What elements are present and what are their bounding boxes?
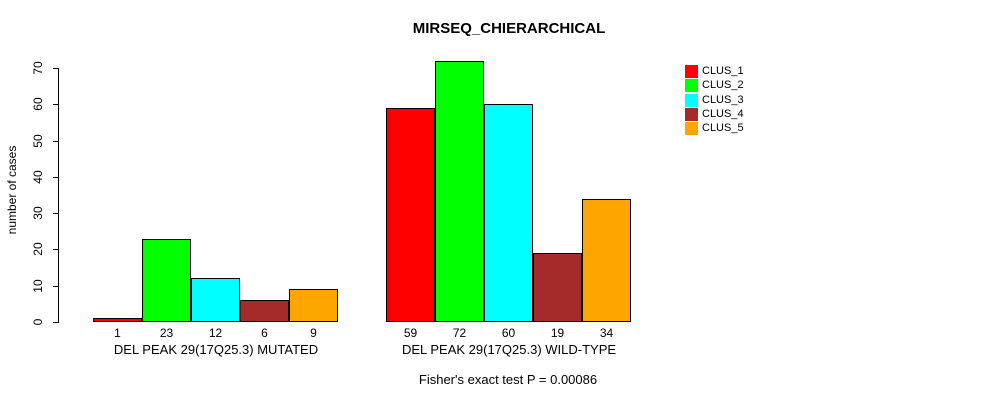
y-axis-tick <box>53 322 59 323</box>
legend-swatch-clus_1 <box>685 65 698 78</box>
y-tick-label: 20 <box>31 242 45 256</box>
bar-clus_3-group1 <box>191 278 240 322</box>
y-axis-tick <box>53 68 59 69</box>
bar-value-label: 9 <box>310 326 317 340</box>
y-tick-label: 70 <box>31 61 45 75</box>
bar-value-label: 59 <box>403 326 418 340</box>
y-axis-label: number of cases <box>5 145 19 235</box>
bar-clus_2-group1 <box>142 239 191 322</box>
bar-value-label: 72 <box>452 326 467 340</box>
bar-value-label: 6 <box>261 326 268 340</box>
y-axis-tick <box>53 141 59 142</box>
legend-swatch-clus_3 <box>685 94 698 107</box>
bar-clus_1-group2 <box>386 108 435 322</box>
bar-clus_2-group2 <box>435 61 484 322</box>
y-tick-label: 60 <box>31 97 45 111</box>
legend-swatch-clus_2 <box>685 79 698 92</box>
bar-value-label: 1 <box>114 326 121 340</box>
legend-label: CLUS_5 <box>702 122 744 134</box>
y-tick-label: 50 <box>31 134 45 148</box>
legend-label: CLUS_2 <box>702 79 744 91</box>
y-axis-tick <box>53 213 59 214</box>
legend-label: CLUS_4 <box>702 108 744 120</box>
y-axis-line <box>58 68 59 323</box>
y-axis-tick <box>53 177 59 178</box>
y-tick-label: 30 <box>31 206 45 220</box>
bar-value-label: 60 <box>501 326 516 340</box>
y-tick-label: 0 <box>31 318 45 326</box>
y-tick-label: 10 <box>31 279 45 293</box>
bar-value-label: 19 <box>550 326 565 340</box>
bar-clus_5-group2 <box>582 199 631 322</box>
bar-value-label: 34 <box>599 326 614 340</box>
bar-clus_3-group2 <box>484 104 533 322</box>
y-axis-tick <box>53 286 59 287</box>
legend-swatch-clus_4 <box>685 108 698 121</box>
fisher-test-caption: Fisher's exact test P = 0.00086 <box>418 372 598 387</box>
chart-title: MIRSEQ_CHIERARCHICAL <box>412 20 606 37</box>
legend-swatch-clus_5 <box>685 122 698 135</box>
legend-label: CLUS_3 <box>702 94 744 106</box>
group-label: DEL PEAK 29(17Q25.3) MUTATED <box>113 342 319 357</box>
bar-value-label: 12 <box>208 326 223 340</box>
bar-value-label: 23 <box>159 326 174 340</box>
y-axis-tick <box>53 249 59 250</box>
y-tick-label: 40 <box>31 170 45 184</box>
bar-clus_5-group1 <box>289 289 338 322</box>
bar-clus_4-group1 <box>240 300 289 322</box>
bar-clus_4-group2 <box>533 253 582 322</box>
legend-label: CLUS_1 <box>702 65 744 77</box>
group-label: DEL PEAK 29(17Q25.3) WILD-TYPE <box>401 342 617 357</box>
y-axis-tick <box>53 104 59 105</box>
bar-clus_1-group1 <box>93 318 142 322</box>
